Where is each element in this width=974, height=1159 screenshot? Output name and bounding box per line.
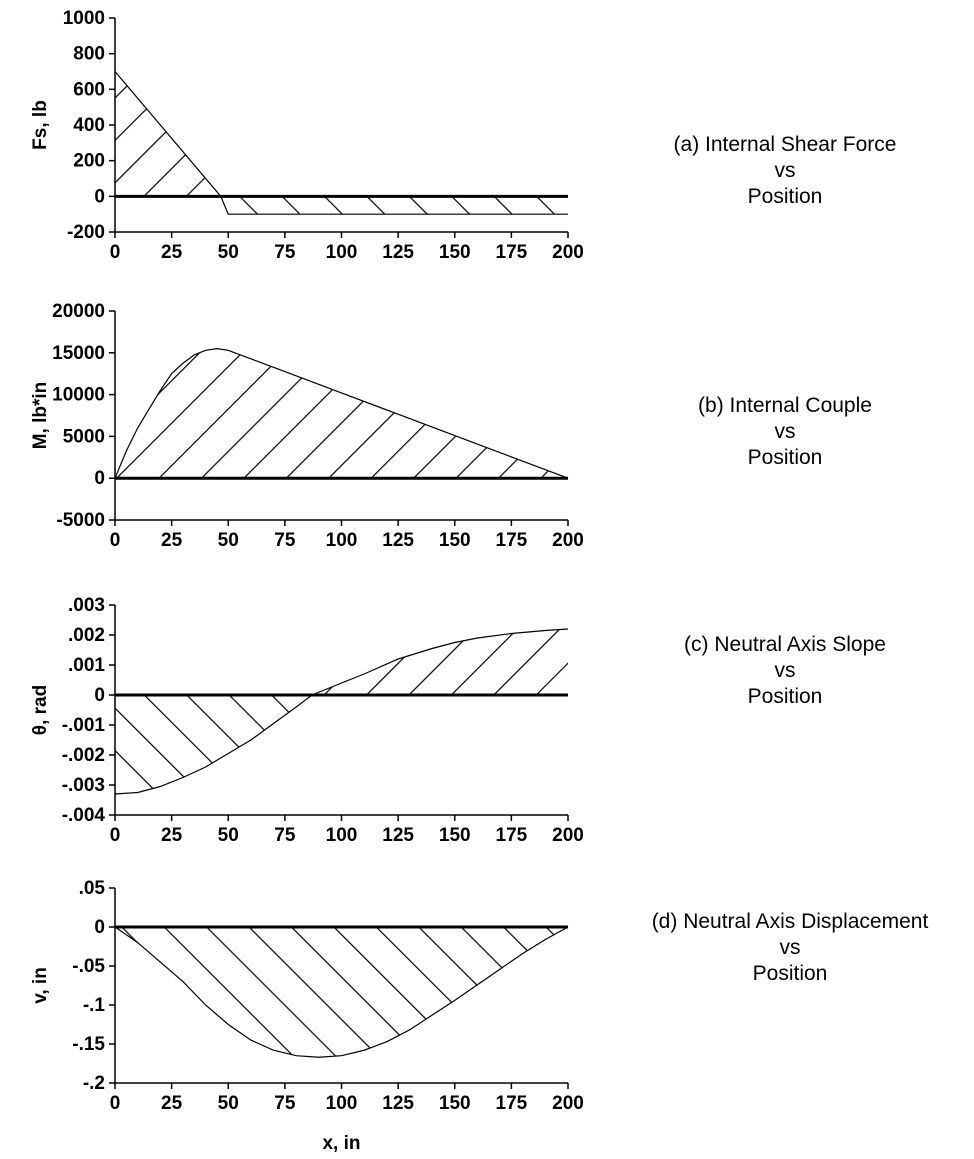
x-tick-label: 150 [439,825,471,846]
caption-line: vs [774,420,796,443]
data-curve [114,71,568,215]
x-tick-label: 75 [274,1093,296,1114]
y-tick-label: 20000 [52,301,105,322]
y-tick-label: 5000 [63,426,105,447]
x-tick-label: 150 [439,530,471,551]
x-tick-label: 25 [161,530,183,551]
x-tick-label: 200 [552,825,584,846]
y-tick-label: -.15 [72,1034,105,1055]
y-tick-label: 600 [73,79,105,100]
y-axis-title: Fs, lb [30,100,51,150]
y-tick-label: .002 [68,625,105,646]
caption-line: Position [752,962,828,985]
hatched-area-positive [115,629,568,695]
y-tick-label: .001 [68,655,105,676]
hatched-area-positive [115,348,568,479]
hatched-area-negative [220,196,568,215]
x-tick-label: 100 [326,1093,358,1114]
y-tick-label: -5000 [56,510,105,531]
y-tick-label: -.2 [83,1073,105,1094]
x-tick-label: 25 [161,242,183,263]
x-tick-label: 50 [218,1093,239,1114]
y-tick-label: -.003 [62,775,105,796]
x-tick-label: 0 [110,242,121,263]
y-tick-label: .05 [79,878,106,899]
y-tick-label: 0 [94,468,105,489]
x-tick-label: 125 [382,1093,414,1114]
y-tick-label: 200 [73,151,105,172]
data-curve [114,926,569,1058]
y-tick-label: 1000 [63,8,105,29]
caption-line: vs [779,936,801,959]
hatched-area-negative [115,695,568,794]
caption-neutral-axis-displacement: (d) Neutral Axis Displacement vs Positio… [606,909,974,987]
chart-panel-3: .050-.05-.1-.15-.20 25 50 75 100 125 150 175 200… [30,878,584,1154]
y-tick-label: -.05 [72,956,105,977]
x-tick-label: 50 [218,825,239,846]
y-tick-label: -.1 [83,995,106,1016]
x-tick-label: 175 [496,530,528,551]
caption-line: (a) Internal Shear Force [673,133,897,156]
y-axis-title: M, lb*in [30,382,51,450]
caption-line: (d) Neutral Axis Displacement [651,910,929,933]
caption-line: (c) Neutral Axis Slope [684,633,886,656]
caption-line: Position [747,185,823,208]
x-tick-label: 150 [439,1093,471,1114]
data-curve [114,348,569,479]
x-tick-label: 0 [110,1093,121,1114]
x-tick-label: 75 [274,242,296,263]
caption-internal-couple: (b) Internal Couple vs Position [620,393,950,471]
x-tick-label: 100 [326,825,358,846]
x-tick-label: 100 [326,530,358,551]
x-tick-label: 0 [110,530,121,551]
hatched-area-positive [115,71,568,197]
y-tick-label: 800 [73,44,105,65]
x-tick-label: 125 [382,530,414,551]
y-tick-label: 400 [73,115,105,136]
y-tick-label: -.001 [62,715,106,736]
x-tick-label: 200 [552,530,584,551]
y-tick-label: .003 [68,595,105,616]
caption-neutral-axis-slope: (c) Neutral Axis Slope vs Position [620,632,950,710]
x-tick-label: 100 [326,242,358,263]
hatched-area-negative [115,927,568,1058]
x-tick-label: 200 [552,242,584,263]
x-tick-label: 125 [382,242,414,263]
y-axis-title: θ, rad [30,685,51,735]
x-tick-label: 150 [439,242,471,263]
x-tick-label: 50 [218,530,239,551]
caption-shear-force: (a) Internal Shear Force vs Position [620,132,950,210]
y-tick-label: -.004 [62,805,106,826]
x-axis-title: x, in [322,1133,360,1154]
y-tick-label: -200 [67,222,105,243]
y-tick-label: 10000 [52,385,105,406]
caption-line: Position [747,685,823,708]
y-tick-label: 0 [94,186,105,207]
y-tick-label: 15000 [52,343,105,364]
y-axis-title: v, in [30,967,51,1004]
y-tick-label: -.002 [62,745,105,766]
caption-line: (b) Internal Couple [698,394,872,417]
x-tick-label: 125 [382,825,414,846]
caption-line: vs [774,659,796,682]
x-tick-label: 25 [161,1093,183,1114]
x-tick-label: 50 [218,242,239,263]
x-tick-label: 200 [552,1093,584,1114]
x-tick-label: 75 [274,825,296,846]
y-tick-label: 0 [94,917,105,938]
y-tick-label: 0 [94,685,105,706]
x-tick-label: 175 [496,242,528,263]
x-tick-label: 25 [161,825,183,846]
caption-line: vs [774,159,796,182]
x-tick-label: 0 [110,825,121,846]
x-tick-label: 175 [496,1093,528,1114]
caption-line: Position [747,446,823,469]
x-tick-label: 75 [274,530,296,551]
x-tick-label: 175 [496,825,528,846]
